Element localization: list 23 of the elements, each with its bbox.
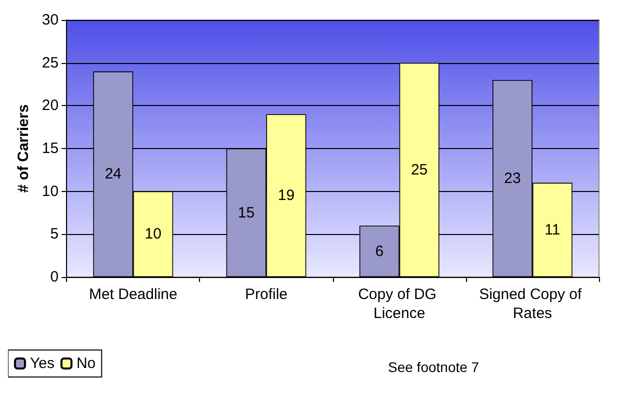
y-tick-label: 20 xyxy=(42,97,59,114)
y-tick-label: 25 xyxy=(42,54,59,72)
legend-label: Yes xyxy=(30,355,54,372)
x-tick-label: Profile xyxy=(244,286,288,303)
data-label: 11 xyxy=(544,221,560,238)
x-tick-label: Copy of DG Licence xyxy=(358,286,441,322)
data-label: 15 xyxy=(238,204,255,222)
data-label: 19 xyxy=(278,187,295,204)
data-label: 24 xyxy=(104,166,122,183)
data-label: 6 xyxy=(375,242,384,260)
y-tick-label: 30 xyxy=(42,12,59,28)
legend-label: No xyxy=(76,355,96,372)
data-label: 23 xyxy=(504,170,521,187)
x-tick-label: Met Deadline xyxy=(88,286,178,303)
y-axis-title: # of Carriers xyxy=(15,104,32,193)
data-label: 25 xyxy=(410,161,428,178)
x-tick-label: Signed Copy of Rates xyxy=(479,286,586,322)
y-tick-label: 10 xyxy=(42,182,59,200)
data-label: 10 xyxy=(144,226,162,243)
y-tick-label: 15 xyxy=(42,140,59,157)
text: See footnote 7 xyxy=(388,359,480,375)
y-tick-label: 5 xyxy=(50,226,59,243)
y-tick-label: 0 xyxy=(50,268,59,286)
